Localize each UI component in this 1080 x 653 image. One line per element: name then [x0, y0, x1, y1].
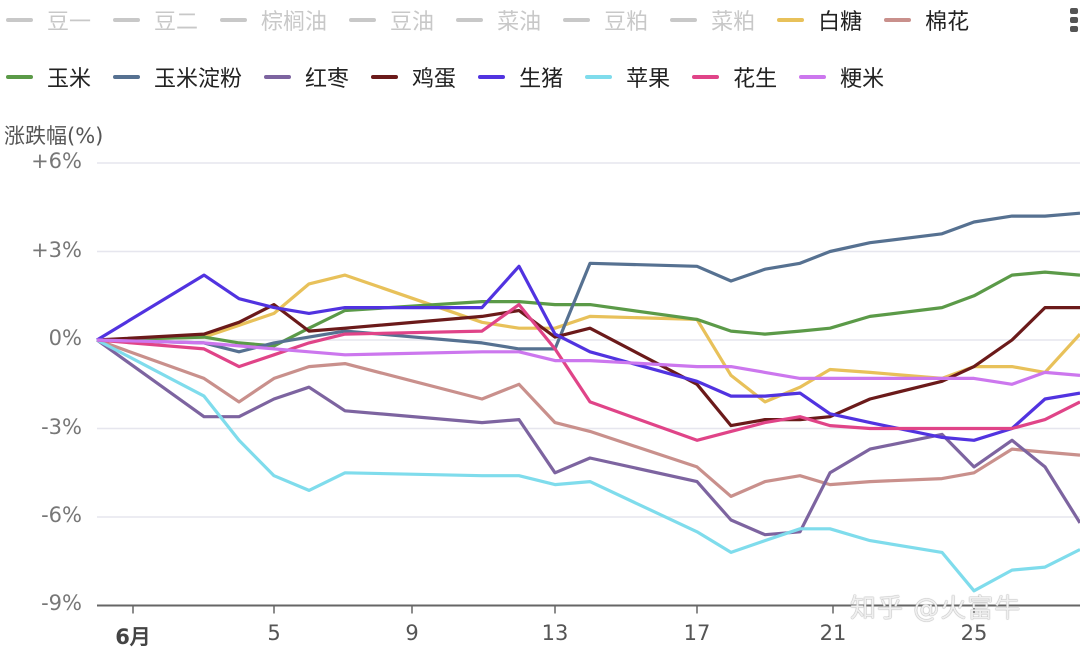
legend-line-icon	[113, 75, 141, 79]
legend-line-icon	[456, 18, 484, 22]
x-tick-label: 17	[683, 621, 711, 645]
legend-label: 花生	[733, 67, 778, 92]
legend-label: 苹果	[626, 67, 671, 92]
legend-label: 玉米淀粉	[154, 67, 243, 92]
legend-line-icon	[264, 75, 292, 79]
series-line[interactable]	[96, 338, 1080, 386]
legend-line-icon	[113, 18, 141, 22]
more-vertical-icon[interactable]	[1068, 6, 1080, 34]
legend-label: 棕榈油	[261, 10, 328, 35]
legend-line-icon	[884, 18, 912, 22]
series-line[interactable]	[96, 338, 1080, 593]
x-tick-label: 25	[960, 621, 988, 645]
legend-line-icon	[478, 75, 506, 79]
legend-label: 菜粕	[711, 10, 756, 35]
x-tick-label: 9	[405, 621, 419, 645]
x-axis	[97, 604, 1080, 614]
y-tick-label: -9%	[41, 591, 82, 615]
legend-item[interactable]: 豆油	[349, 4, 434, 36]
y-tick-label: 0%	[48, 326, 82, 350]
legend-line-icon	[777, 18, 805, 22]
series-line[interactable]	[96, 338, 1080, 498]
legend-line-icon	[349, 18, 377, 22]
y-tick-label: +3%	[31, 238, 82, 262]
legend-label: 豆二	[154, 10, 199, 35]
legend-row-2: 玉米 玉米淀粉 红枣 鸡蛋 生猪 苹果 花生 粳米	[6, 57, 906, 97]
x-tick-label: 21	[819, 621, 847, 645]
x-tick-label: 6月	[115, 625, 151, 649]
legend-row-1: 豆一 豆二 棕榈油 豆油 菜油 豆粕 菜粕 白糖 棉花	[6, 0, 991, 40]
series-line[interactable]	[96, 270, 1080, 348]
series-line[interactable]	[96, 303, 1080, 428]
legend-item[interactable]: 玉米淀粉	[113, 61, 242, 93]
legend-line-icon	[371, 75, 399, 79]
legend-item[interactable]: 苹果	[585, 61, 670, 93]
legend-line-icon	[6, 18, 33, 22]
series-line[interactable]	[96, 211, 1080, 354]
legend-item[interactable]: 鸡蛋	[371, 61, 456, 93]
legend-item[interactable]: 粳米	[799, 61, 884, 93]
legend-line-icon	[585, 75, 613, 79]
legend-item[interactable]: 豆二	[113, 4, 198, 36]
legend-line-icon	[220, 18, 248, 22]
series-line[interactable]	[96, 264, 1080, 442]
legend-item[interactable]: 白糖	[777, 4, 862, 36]
legend-label: 菜油	[497, 10, 542, 35]
y-axis-title: 涨跌幅(%)	[4, 124, 104, 148]
legend-line-icon	[6, 75, 33, 79]
legend-item[interactable]: 棉花	[884, 4, 969, 36]
legend-label: 白糖	[818, 10, 863, 35]
legend-line-icon	[692, 75, 720, 79]
legend-label: 粳米	[840, 67, 885, 92]
series-line[interactable]	[96, 338, 1080, 537]
legend-label: 玉米	[47, 67, 92, 92]
legend-item[interactable]: 豆一	[6, 4, 91, 36]
legend-label: 生猪	[519, 67, 564, 92]
legend-label: 鸡蛋	[412, 67, 457, 92]
legend-label: 豆一	[47, 10, 92, 35]
watermark: 知乎 @火富牛	[850, 594, 1022, 624]
y-tick-label: +6%	[31, 149, 82, 173]
legend-line-icon	[670, 18, 698, 22]
legend-item[interactable]: 花生	[692, 61, 777, 93]
x-tick-label: 5	[267, 621, 281, 645]
legend-label: 豆油	[390, 10, 435, 35]
legend-label: 红枣	[305, 67, 350, 92]
gridlines	[97, 162, 1080, 518]
legend-label: 棉花	[925, 10, 970, 35]
legend-item[interactable]: 棕榈油	[220, 4, 327, 36]
legend-item[interactable]: 菜油	[456, 4, 541, 36]
legend-item[interactable]: 红枣	[264, 61, 349, 93]
y-tick-label: -6%	[41, 503, 82, 527]
legend-item[interactable]: 菜粕	[670, 4, 755, 36]
legend-item[interactable]: 豆粕	[563, 4, 648, 36]
series-lines	[96, 211, 1080, 593]
legend-line-icon	[563, 18, 591, 22]
legend-item[interactable]: 玉米	[6, 61, 91, 93]
legend-line-icon	[799, 75, 827, 79]
y-tick-label: -3%	[41, 415, 82, 439]
legend-label: 豆粕	[604, 10, 649, 35]
legend-item[interactable]: 生猪	[478, 61, 563, 93]
x-tick-label: 13	[541, 621, 569, 645]
